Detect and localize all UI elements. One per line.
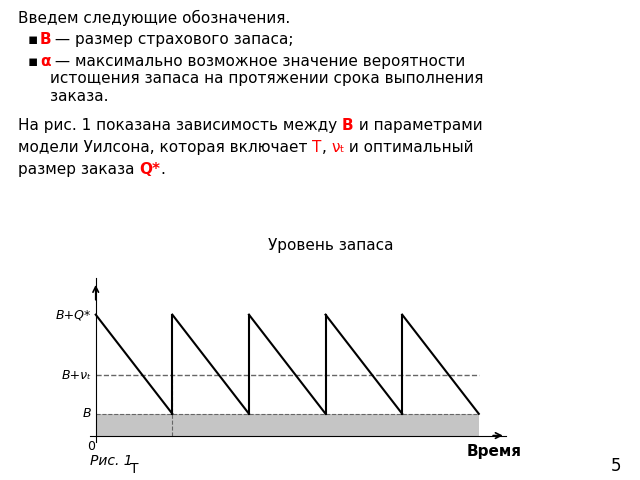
Text: Рис. 1: Рис. 1 [90,454,132,468]
Text: T: T [312,140,322,155]
Text: B: B [40,32,52,47]
Text: .: . [161,162,165,177]
Text: ▪: ▪ [28,32,38,47]
Text: и параметрами: и параметрами [354,118,483,133]
Text: 0: 0 [87,440,95,454]
Text: B: B [83,408,91,420]
Text: Q*: Q* [140,162,161,177]
Text: ν: ν [332,140,340,155]
Text: Введем следующие обозначения.: Введем следующие обозначения. [18,10,291,26]
Text: — максимально возможное значение вероятности
истощения запаса на протяжении срок: — максимально возможное значение вероятн… [50,54,483,104]
Text: На рис. 1 показана зависимость между: На рис. 1 показана зависимость между [18,118,342,133]
Text: ▪: ▪ [28,54,38,69]
Text: размер заказа: размер заказа [18,162,140,177]
Text: 5: 5 [611,457,621,475]
Text: B+νₜ: B+νₜ [61,369,91,382]
Text: T: T [130,462,138,476]
Text: B+Q*: B+Q* [56,308,91,321]
Text: ₜ: ₜ [340,140,344,155]
Text: Время: Время [467,444,522,459]
Text: модели Уилсона, которая включает: модели Уилсона, которая включает [18,140,312,155]
Text: — размер страхового запаса;: — размер страхового запаса; [50,32,294,47]
Text: α: α [40,54,51,69]
Text: и оптимальный: и оптимальный [344,140,474,155]
Text: B: B [342,118,354,133]
Text: ,: , [322,140,332,155]
Text: Уровень запаса: Уровень запаса [268,238,394,252]
